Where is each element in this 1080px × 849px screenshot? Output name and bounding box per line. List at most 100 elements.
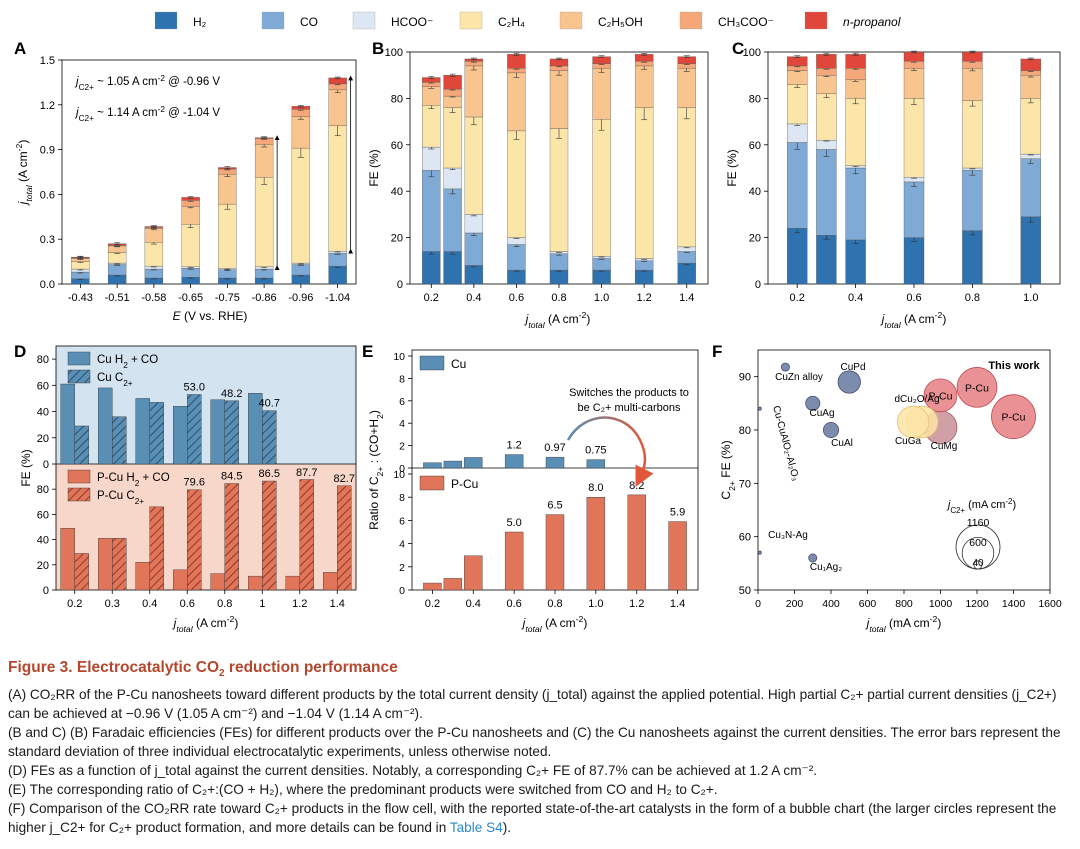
- value-label: 53.0: [184, 382, 205, 394]
- bar-segment-C₂H₄: [181, 224, 200, 268]
- y-tick-label: 50: [739, 585, 751, 597]
- caption-panel-bc: (B and C) (B) Faradaic efficiencies (FEs…: [8, 725, 1061, 760]
- bar-segment-n-propanol: [443, 75, 462, 90]
- legend-label-4: C₂H₅OH: [598, 15, 643, 29]
- value-label: 87.7: [296, 467, 317, 479]
- bar-segment-C₂H₄: [507, 130, 526, 238]
- legend-swatch-d2: [67, 469, 91, 484]
- bar-segment-C₂H₅OH: [422, 86, 441, 106]
- legend-swatch-d0: [67, 351, 91, 366]
- x-tick-label: 0.8: [551, 292, 566, 304]
- legend-swatch-d1: [67, 369, 91, 384]
- legend-label-3: C₂H₄: [498, 15, 525, 29]
- y-tick-label: 0: [43, 459, 49, 471]
- bar-segment-H₂: [845, 239, 866, 285]
- value-label: 86.5: [259, 468, 280, 480]
- value-label: 84.5: [221, 471, 242, 483]
- bar-segment-C₂H₄: [218, 203, 237, 269]
- bar-pcu-c2: [74, 553, 89, 591]
- bar-pcu-h2-co: [135, 562, 150, 591]
- x-tick-label: 1600: [1038, 598, 1062, 610]
- bubble-Cu-CuAlO₂-Al₂O₃: [757, 406, 762, 411]
- bar-segment-C₂H₄: [291, 147, 311, 264]
- bubble-label: P-Cu: [929, 390, 953, 402]
- x-tick-label: -1.04: [325, 292, 350, 304]
- bar-segment-C₂H₄: [634, 107, 654, 259]
- legend-swatch-4: [559, 11, 583, 30]
- x-axis-label: jtotal (mA cm-2): [865, 614, 942, 634]
- caption-panel-d: (D) FEs as a function of j_total against…: [8, 763, 817, 779]
- bar-pcu: [464, 555, 483, 591]
- bar-segment-CO: [107, 264, 127, 276]
- legend-label-2: HCOO⁻: [391, 15, 433, 29]
- bar-segment-CO: [291, 264, 311, 276]
- bubble-label: Cu-CuAlO₂-Al₂O₃: [770, 405, 801, 483]
- x-tick-label: 0.6: [506, 598, 521, 610]
- caption-panel-e: (E) The corresponding ratio of C₂+:(CO +…: [8, 782, 718, 798]
- size-legend-title: jC2+ (mA cm-2): [946, 497, 1016, 515]
- bar-cu: [586, 459, 606, 469]
- bar-cu-h2-co: [210, 399, 225, 465]
- bar-segment-CO: [677, 251, 696, 264]
- bubble-Cu₃N-Ag: [757, 550, 762, 555]
- y-tick-label: 0: [397, 279, 403, 291]
- bar-pcu-c2: [149, 506, 164, 591]
- bar-pcu-c2: [112, 538, 127, 591]
- bar-segment-C₂H₅OH: [291, 116, 311, 149]
- legend-label-d2: P-Cu H2 + CO: [97, 472, 170, 488]
- bubble-label: CuAg: [809, 408, 834, 419]
- x-tick-label: 0.4: [466, 292, 481, 304]
- bar-pcu-h2-co: [248, 575, 263, 591]
- bar-segment-H₂: [962, 230, 983, 285]
- x-tick-label: -0.96: [288, 292, 313, 304]
- x-tick-label: 1.0: [588, 598, 603, 610]
- panel-d-chart: 0 20 40 60 80 0 20 40 60 80 53.0 48.2 40.7 79.6 84.5 86…: [19, 345, 357, 634]
- bar-segment-C₂H₄: [107, 252, 127, 264]
- panel-label-b: B: [372, 39, 384, 58]
- bar-segment-HCOO⁻: [787, 123, 808, 143]
- y-tick-label: 80: [37, 354, 49, 366]
- legend-swatch-d3: [67, 487, 91, 502]
- bar-segment-C₂H₅OH: [254, 144, 274, 178]
- caption-panel-a: (A) CO₂RR of the P-Cu nanosheets toward …: [8, 687, 1057, 722]
- x-tick-label: 0.2: [424, 292, 439, 304]
- annotation-jc2-096: jC2+ ~ 1.05 A cm-2 @ -0.96 V: [74, 74, 220, 92]
- legend-label-d1: Cu C2+: [97, 372, 133, 388]
- y-tick-label: 0.9: [40, 145, 55, 157]
- y-tick-label: 80: [749, 93, 761, 105]
- x-tick-label: 1000: [929, 598, 953, 610]
- bubble-label: CuZn alloy: [775, 372, 823, 383]
- bar-cu: [423, 462, 442, 469]
- bar-segment-CO: [962, 170, 983, 231]
- bar-segment-C₂H₄: [845, 98, 866, 166]
- y-tick-label: 20: [391, 233, 403, 245]
- legend: H₂ CO HCOO⁻ C₂H₄ C₂H₅OH CH₃COO⁻ n-propanol: [154, 11, 901, 30]
- value-label: 0.97: [544, 442, 565, 454]
- bar-segment-C₂H₅OH: [443, 95, 462, 108]
- value-label: 5.9: [670, 507, 685, 519]
- legend-swatch-1: [261, 11, 285, 30]
- panel-label-e: E: [362, 342, 373, 361]
- bubble-P-Cu: [956, 367, 998, 408]
- bar-segment-C₂H₄: [1020, 98, 1041, 155]
- legend-label-1: CO: [300, 15, 318, 29]
- bar-segment-C₂H₅OH: [549, 70, 569, 129]
- bar-segment-H₂: [464, 265, 484, 285]
- x-tick-label: -0.65: [178, 292, 203, 304]
- bar-segment-H₂: [816, 235, 837, 285]
- bar-pcu: [443, 578, 463, 591]
- y-tick-label: 0: [399, 585, 405, 597]
- bar-segment-C₂H₄: [549, 128, 569, 252]
- panel-label-d: D: [14, 342, 26, 361]
- x-tick-label: 0.6: [509, 292, 524, 304]
- bar-pcu-c2: [262, 480, 277, 591]
- panel-label-a: A: [14, 39, 26, 58]
- value-label: 0.75: [585, 445, 606, 457]
- x-tick-label: 0.8: [547, 598, 562, 610]
- bar-pcu: [668, 521, 687, 591]
- bubble-CuAg: [805, 395, 821, 411]
- table-s4-link[interactable]: Table S4: [449, 820, 503, 836]
- y-tick-label: 60: [739, 532, 751, 544]
- plot-frame: [55, 345, 357, 591]
- bar-segment-CO: [144, 268, 164, 279]
